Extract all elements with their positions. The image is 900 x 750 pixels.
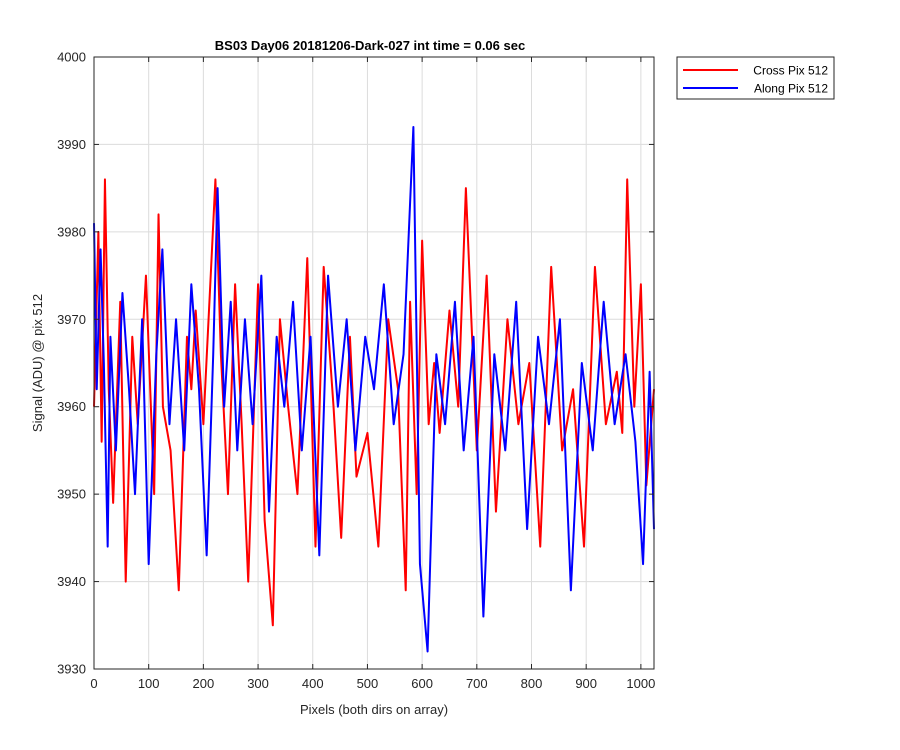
x-tick-label: 100 (138, 676, 160, 691)
y-tick-label: 3950 (57, 487, 86, 502)
y-tick-label: 4000 (57, 50, 86, 65)
legend: Cross Pix 512 Along Pix 512 (676, 56, 835, 100)
series-line-cross-pix-512 (93, 178, 655, 627)
y-tick-label: 3930 (57, 662, 86, 677)
y-tick-label: 3990 (57, 137, 86, 152)
plot-frame (93, 56, 655, 670)
x-tick-label: 800 (521, 676, 543, 691)
x-tick-label: 300 (247, 676, 269, 691)
series-layer (93, 125, 655, 653)
x-axis-label: Pixels (both dirs on array) (300, 702, 448, 717)
y-tick-label: 3970 (57, 312, 86, 327)
x-tick-label: 600 (411, 676, 433, 691)
ticks (93, 56, 654, 670)
x-tick-label: 0 (90, 676, 97, 691)
y-tick-label: 3980 (57, 224, 86, 239)
x-tick-label: 400 (302, 676, 324, 691)
tick-labels: 0 100 200 300 400 500 600 700 800 900 1000 3930 3940… (57, 50, 655, 692)
x-tick-label: 700 (466, 676, 488, 691)
legend-label-cross: Cross Pix 512 (753, 64, 828, 78)
x-tick-label: 1000 (626, 676, 655, 691)
x-tick-label: 900 (575, 676, 597, 691)
x-tick-label: 200 (193, 676, 215, 691)
chart-title: BS03 Day06 20181206-Dark-027 int time = … (215, 38, 525, 53)
y-tick-label: 3940 (57, 574, 86, 589)
y-tick-label: 3960 (57, 399, 86, 414)
x-tick-label: 500 (357, 676, 379, 691)
series-line-along-pix-512 (93, 125, 655, 653)
legend-label-along: Along Pix 512 (754, 82, 828, 96)
legend-box (676, 56, 835, 100)
y-axis-label: Signal (ADU) @ pix 512 (30, 294, 45, 432)
